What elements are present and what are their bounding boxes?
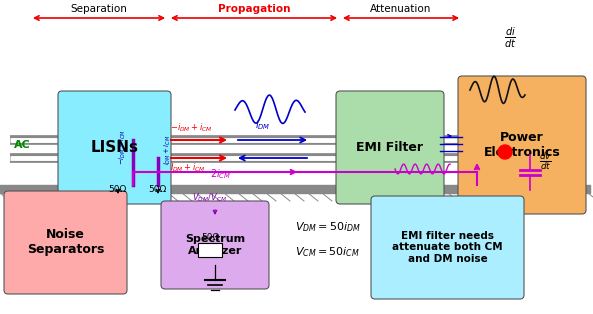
Text: Power
Electronics: Power Electronics: [484, 131, 560, 159]
FancyBboxPatch shape: [161, 201, 269, 289]
Text: $V_{CM} = 50i_{CM}$: $V_{CM} = 50i_{CM}$: [295, 245, 360, 259]
FancyBboxPatch shape: [336, 91, 444, 204]
FancyBboxPatch shape: [58, 91, 171, 204]
Text: EMI Filter: EMI Filter: [356, 141, 423, 154]
Text: Separation: Separation: [71, 4, 127, 14]
Text: AC: AC: [14, 140, 31, 150]
Text: $2i_{CM}$: $2i_{CM}$: [210, 167, 231, 181]
FancyBboxPatch shape: [371, 196, 524, 299]
Text: $-i_{DM}+i_{CM}$: $-i_{DM}+i_{CM}$: [118, 129, 128, 165]
Text: $\frac{dv}{dt}$: $\frac{dv}{dt}$: [538, 150, 551, 172]
Text: $I_{DM}+i_{CM}$: $I_{DM}+i_{CM}$: [170, 161, 206, 174]
Text: $V_{DM} = 50i_{DM}$: $V_{DM} = 50i_{DM}$: [295, 220, 361, 234]
Text: Spectrum
Analyzer: Spectrum Analyzer: [185, 234, 245, 256]
Text: EMI filter needs
attenuate both CM
and DM noise: EMI filter needs attenuate both CM and D…: [392, 231, 503, 264]
Text: 50Ω: 50Ω: [201, 233, 219, 242]
Text: LISNs: LISNs: [91, 140, 139, 155]
Text: $i_{DM}$: $i_{DM}$: [255, 118, 270, 132]
Text: $\frac{di}{dt}$: $\frac{di}{dt}$: [504, 25, 516, 50]
FancyBboxPatch shape: [4, 191, 127, 294]
Circle shape: [498, 145, 512, 159]
Text: 50Ω: 50Ω: [108, 185, 126, 194]
Text: $i_{DM}+i_{CM}$: $i_{DM}+i_{CM}$: [163, 135, 173, 165]
Text: 50Ω: 50Ω: [148, 185, 166, 194]
Text: $V_{DM}/V_{CM}$: $V_{DM}/V_{CM}$: [192, 191, 227, 203]
Text: Attenuation: Attenuation: [370, 4, 432, 14]
Text: Propagation: Propagation: [218, 4, 290, 14]
Bar: [198, 243, 222, 257]
FancyBboxPatch shape: [458, 76, 586, 214]
Text: Noise
Separators: Noise Separators: [27, 229, 104, 257]
Text: $-i_{DM}+i_{CM}$: $-i_{DM}+i_{CM}$: [170, 121, 213, 133]
